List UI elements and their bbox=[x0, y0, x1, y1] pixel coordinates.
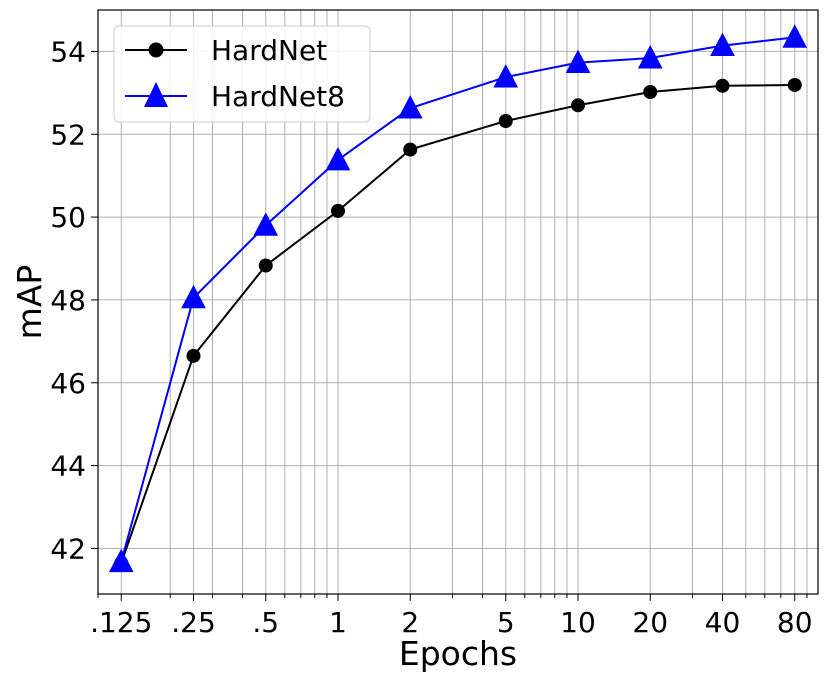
x-tick-label: .125 bbox=[90, 606, 152, 639]
x-tick-label: 40 bbox=[705, 606, 741, 639]
legend: HardNet HardNet8 bbox=[113, 25, 371, 123]
data-point-hardnet bbox=[498, 114, 513, 129]
y-tick-label: 46 bbox=[50, 367, 86, 400]
x-tick-label: .5 bbox=[252, 606, 279, 639]
x-tick-label: 10 bbox=[560, 606, 596, 639]
y-tick-label: 50 bbox=[50, 201, 86, 234]
data-point-hardnet bbox=[571, 98, 585, 113]
data-point-hardnet bbox=[403, 142, 418, 157]
data-point-hardnet bbox=[715, 78, 730, 93]
x-tick-label: .25 bbox=[171, 606, 216, 639]
data-point-hardnet bbox=[331, 203, 345, 218]
data-point-hardnet8 bbox=[397, 95, 423, 119]
y-tick-label: 48 bbox=[50, 284, 86, 317]
data-point-hardnet bbox=[643, 85, 658, 100]
data-point-hardnet8 bbox=[565, 49, 591, 74]
data-point-hardnet bbox=[186, 348, 201, 363]
data-point-hardnet bbox=[787, 77, 802, 92]
axis-ticks: .125 .25 .5 1 2 5 10 20 40 80 42 44 46 48 50 52 54 bbox=[50, 35, 812, 639]
data-point-hardnet8 bbox=[782, 24, 808, 48]
data-point-hardnet8 bbox=[253, 212, 279, 236]
series-line-hardnet8 bbox=[120, 36, 795, 562]
data-point-hardnet8 bbox=[325, 146, 351, 171]
data-point-hardnet8 bbox=[637, 45, 663, 69]
legend-marker-hardnet bbox=[148, 42, 164, 58]
x-tick-label: 80 bbox=[777, 606, 813, 639]
legend-label-hardnet: HardNet bbox=[211, 34, 327, 67]
legend-marker-hardnet8 bbox=[144, 82, 168, 107]
data-point-hardnet8 bbox=[493, 64, 519, 88]
data-point-hardnet bbox=[258, 258, 273, 273]
y-tick-label: 42 bbox=[50, 532, 86, 565]
data-point-hardnet8 bbox=[108, 548, 134, 573]
data-point-hardnet8 bbox=[181, 284, 206, 309]
y-tick-label: 52 bbox=[50, 118, 86, 151]
plot-frame bbox=[97, 9, 819, 595]
x-tick-label: 1 bbox=[329, 606, 347, 639]
x-tick-label: 20 bbox=[632, 606, 668, 639]
y-axis-label: mAP bbox=[10, 265, 49, 340]
y-tick-label: 54 bbox=[50, 35, 86, 68]
series-layer bbox=[108, 24, 808, 573]
y-tick-label: 44 bbox=[50, 450, 86, 483]
series-hardnet8 bbox=[108, 24, 808, 573]
x-tick-label: 2 bbox=[401, 606, 419, 639]
legend-label-hardnet8: HardNet8 bbox=[211, 80, 345, 113]
x-axis-label: Epochs bbox=[399, 634, 517, 673]
series-line-hardnet bbox=[120, 83, 795, 564]
data-point-hardnet8 bbox=[710, 32, 735, 57]
x-tick-label: 5 bbox=[497, 606, 515, 639]
